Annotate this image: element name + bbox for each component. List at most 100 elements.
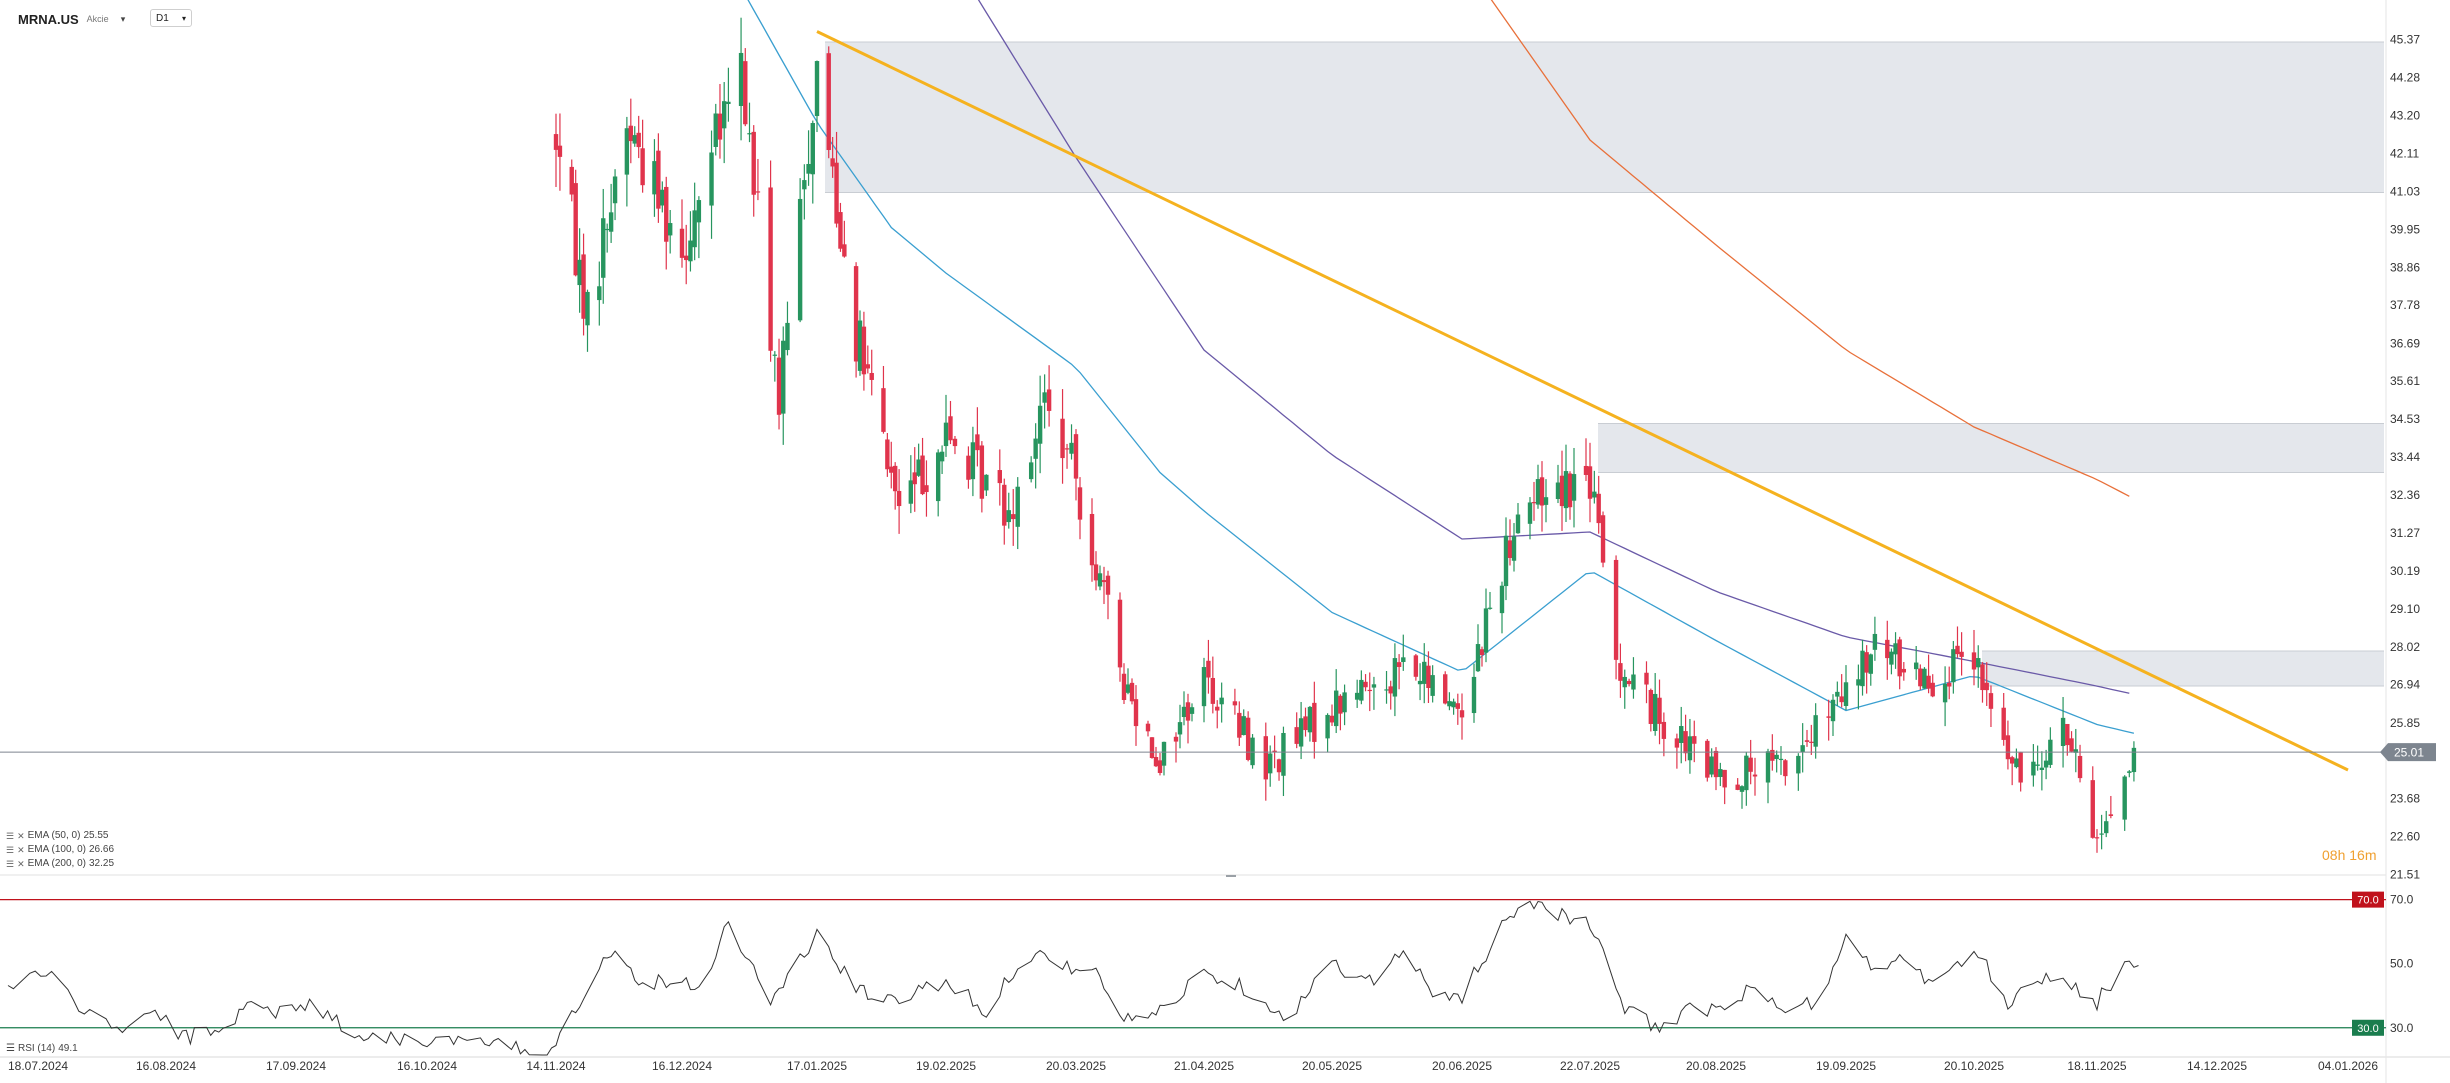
trendline-layer[interactable] [816, 30, 2349, 772]
price-tick-label: 30.19 [2390, 564, 2420, 578]
price-tick-label: 41.03 [2390, 184, 2420, 198]
rsi-tick-label: 70.0 [2390, 893, 2414, 907]
price-zone [1598, 423, 2384, 473]
bull-candle [1451, 698, 1456, 715]
rsi-overbought-tag-label: 70.0 [2357, 895, 2378, 907]
rsi-overbought-tag [2352, 891, 2384, 908]
bear-candle [2001, 693, 2006, 746]
bear-candle [826, 46, 831, 159]
bull-candle [688, 211, 693, 272]
bull-candle [1371, 676, 1377, 710]
price-tick-label: 38.86 [2390, 260, 2420, 274]
symbol-dropdown-icon[interactable]: ▾ [120, 13, 126, 24]
bull-candle [2104, 810, 2109, 838]
bear-candle [896, 469, 902, 534]
bull-candle [1177, 704, 1183, 749]
date-tick-label: 18.11.2025 [2067, 1059, 2126, 1073]
rsi-tick-label: 50.0 [2390, 957, 2414, 971]
bear-candle [640, 119, 645, 193]
bull-candle [1097, 565, 1103, 591]
close-icon[interactable]: ✕ [17, 831, 25, 841]
bear-candle [2108, 795, 2114, 819]
bull-candle [1631, 657, 1636, 699]
settings-icon[interactable]: ☰ [6, 859, 15, 869]
indicator-value: 25.55 [83, 830, 109, 841]
bull-candle [1843, 665, 1849, 711]
bull-candle [1503, 517, 1509, 601]
bear-candle [2065, 723, 2070, 756]
bear-candle [861, 311, 867, 391]
bear-candle [1121, 663, 1127, 705]
bull-candle [1889, 648, 1894, 675]
price-tick-label: 31.27 [2390, 526, 2420, 540]
bear-candle [1388, 680, 1393, 710]
close-icon[interactable]: ✕ [17, 845, 25, 855]
bull-candle [601, 188, 606, 304]
indicator-ema-50[interactable]: ☰ ✕ EMA (50, 0) 25.55 [6, 829, 114, 843]
rsi-oversold-tag-label: 30.0 [2357, 1023, 2378, 1035]
bear-candle [743, 48, 748, 127]
price-tick-label: 23.68 [2390, 792, 2420, 806]
bull-candle [652, 139, 657, 217]
bear-candle [1105, 570, 1111, 620]
bear-candle [1959, 632, 1964, 676]
bull-candle [747, 102, 752, 143]
bull-candle [1555, 464, 1561, 504]
bull-candle [916, 443, 921, 477]
bear-candle [1705, 739, 1710, 782]
bear-candle [912, 447, 917, 512]
trendline[interactable] [816, 30, 2349, 772]
bull-candle [1571, 447, 1577, 528]
rsi-legend[interactable]: ☰ RSI (14) 49.1 [6, 1043, 78, 1054]
bull-candle [577, 228, 582, 313]
bear-candle [1618, 643, 1623, 698]
bull-candle [1028, 456, 1034, 483]
bull-candle [1687, 718, 1693, 774]
close-icon[interactable]: ✕ [17, 859, 25, 869]
settings-icon[interactable]: ☰ [6, 1043, 15, 1054]
bear-candle [1443, 671, 1448, 705]
rsi-value: 49.1 [58, 1043, 78, 1054]
bull-candle [1535, 464, 1541, 509]
settings-icon[interactable]: ☰ [6, 845, 15, 855]
bear-candle [1303, 707, 1308, 737]
bear-candle [1626, 678, 1632, 687]
bull-candle [1325, 713, 1330, 753]
symbol-name[interactable]: MRNA.US [18, 11, 79, 27]
bull-candle [2122, 775, 2127, 831]
bear-candle [1312, 681, 1317, 759]
bull-candle [1563, 444, 1569, 523]
bull-candle [1527, 497, 1533, 540]
bear-candle [1157, 753, 1163, 776]
bull-candle [785, 301, 790, 356]
price-tick-label: 42.11 [2390, 147, 2419, 161]
timeframe-select[interactable]: D1 ▾ [150, 9, 192, 27]
bull-candle [1483, 588, 1489, 663]
bull-candle [632, 126, 637, 147]
bull-candle [1307, 705, 1313, 742]
indicator-ema-100[interactable]: ☰ ✕ EMA (100, 0) 26.66 [6, 843, 114, 857]
bear-candle [924, 460, 929, 517]
bull-candle [1241, 709, 1246, 736]
bull-candle [814, 60, 820, 133]
bull-candle [1951, 641, 1956, 694]
settings-icon[interactable]: ☰ [6, 831, 15, 841]
bull-candle [1333, 669, 1339, 734]
bull-candle [585, 289, 590, 352]
bear-candle [889, 441, 894, 489]
bear-candle [1173, 732, 1179, 763]
bull-candle [667, 210, 673, 254]
bull-candle [1487, 591, 1493, 610]
candle-countdown: 08h 16m [2322, 847, 2377, 863]
bear-candle [679, 199, 685, 268]
price-zone [825, 42, 2384, 193]
bear-candle [948, 400, 953, 445]
bear-candle [1567, 471, 1573, 520]
indicator-ema-200[interactable]: ☰ ✕ EMA (200, 0) 32.25 [6, 857, 114, 871]
price-tick-label: 35.61 [2390, 374, 2420, 388]
bull-candle [1447, 692, 1452, 711]
bear-candle [2077, 744, 2083, 783]
bull-candle [696, 196, 702, 259]
bull-candle [2031, 744, 2036, 787]
